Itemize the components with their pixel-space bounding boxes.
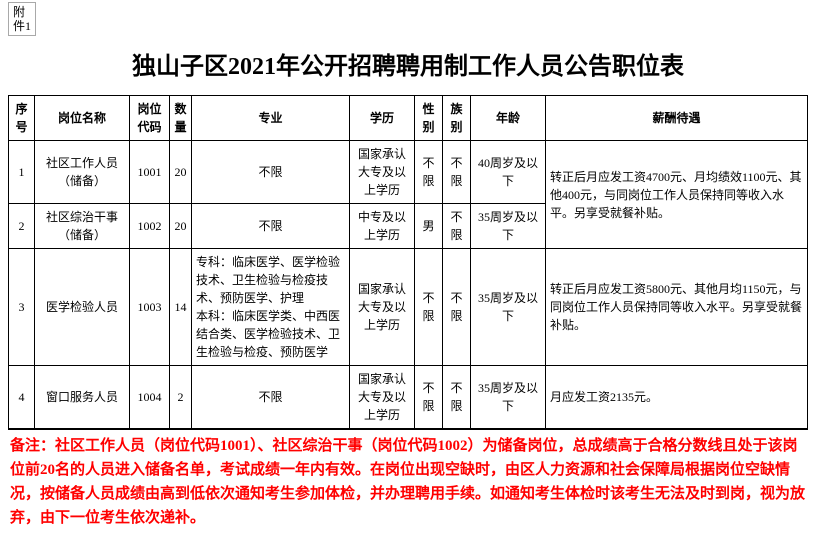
cell-num: 14 (170, 249, 192, 366)
cell-major: 专科：临床医学、医学检验技术、卫生检验与检疫技术、预防医学、护理 本科：临床医学… (192, 249, 350, 366)
cell-gender: 不限 (415, 141, 443, 204)
header-num: 数量 (170, 96, 192, 141)
cell-education: 中专及以上学历 (350, 204, 415, 249)
cell-age: 35周岁及以下 (471, 249, 546, 366)
table-header-row: 序号 岗位名称 岗位代码 数量 专业 学历 性别 族别 年龄 薪酬待遇 (9, 96, 808, 141)
cell-age: 35周岁及以下 (471, 366, 546, 429)
cell-num: 20 (170, 204, 192, 249)
cell-post-name: 医学检验人员 (35, 249, 130, 366)
cell-ethnic: 不限 (443, 366, 471, 429)
table-row: 3 医学检验人员 1003 14 专科：临床医学、医学检验技术、卫生检验与检疫技… (9, 249, 808, 366)
cell-post-code: 1003 (130, 249, 170, 366)
cell-education: 国家承认大专及以上学历 (350, 366, 415, 429)
header-ethnic: 族别 (443, 96, 471, 141)
cell-seq: 4 (9, 366, 35, 429)
cell-education: 国家承认大专及以上学历 (350, 141, 415, 204)
header-age: 年龄 (471, 96, 546, 141)
header-education: 学历 (350, 96, 415, 141)
cell-post-code: 1002 (130, 204, 170, 249)
attachment-label: 附件1 (8, 2, 36, 36)
header-major: 专业 (192, 96, 350, 141)
page-title: 独山子区2021年公开招聘聘用制工作人员公告职位表 (8, 46, 808, 81)
table-row: 1 社区工作人员（储备） 1001 20 不限 国家承认大专及以上学历 不限 不… (9, 141, 808, 204)
cell-gender: 男 (415, 204, 443, 249)
cell-post-name: 社区综治干事（储备） (35, 204, 130, 249)
header-gender: 性别 (415, 96, 443, 141)
cell-seq: 3 (9, 249, 35, 366)
cell-post-code: 1001 (130, 141, 170, 204)
table-row: 4 窗口服务人员 1004 2 不限 国家承认大专及以上学历 不限 不限 35周… (9, 366, 808, 429)
cell-major: 不限 (192, 204, 350, 249)
cell-major: 不限 (192, 141, 350, 204)
cell-post-name: 社区工作人员（储备） (35, 141, 130, 204)
cell-salary: 转正后月应发工资5800元、其他月均1150元，与同岗位工作人员保持同等收入水平… (546, 249, 808, 366)
cell-salary: 转正后月应发工资4700元、月均绩效1100元、其他400元，与同岗位工作人员保… (546, 141, 808, 249)
cell-gender: 不限 (415, 249, 443, 366)
cell-age: 35周岁及以下 (471, 204, 546, 249)
cell-major: 不限 (192, 366, 350, 429)
header-post-code: 岗位代码 (130, 96, 170, 141)
header-seq: 序号 (9, 96, 35, 141)
cell-post-code: 1004 (130, 366, 170, 429)
cell-num: 2 (170, 366, 192, 429)
header-post-name: 岗位名称 (35, 96, 130, 141)
cell-post-name: 窗口服务人员 (35, 366, 130, 429)
cell-ethnic: 不限 (443, 204, 471, 249)
cell-num: 20 (170, 141, 192, 204)
cell-education: 国家承认大专及以上学历 (350, 249, 415, 366)
header-salary: 薪酬待遇 (546, 96, 808, 141)
cell-ethnic: 不限 (443, 249, 471, 366)
positions-table: 序号 岗位名称 岗位代码 数量 专业 学历 性别 族别 年龄 薪酬待遇 1 社区… (8, 95, 808, 429)
cell-gender: 不限 (415, 366, 443, 429)
cell-seq: 1 (9, 141, 35, 204)
cell-salary: 月应发工资2135元。 (546, 366, 808, 429)
cell-ethnic: 不限 (443, 141, 471, 204)
cell-seq: 2 (9, 204, 35, 249)
cell-age: 40周岁及以下 (471, 141, 546, 204)
note-text: 备注：社区工作人员（岗位代码1001）、社区综治干事（岗位代码1002）为储备岗… (8, 429, 808, 534)
